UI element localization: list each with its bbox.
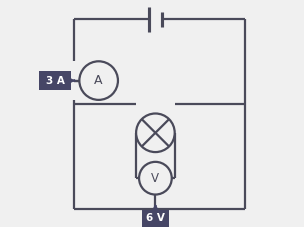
FancyBboxPatch shape: [39, 71, 71, 90]
Text: V: V: [151, 172, 159, 185]
Text: 6 V: 6 V: [146, 213, 165, 224]
Circle shape: [79, 61, 118, 100]
Text: 3 A: 3 A: [46, 76, 64, 86]
Circle shape: [136, 114, 175, 152]
Circle shape: [139, 162, 172, 195]
FancyBboxPatch shape: [142, 210, 169, 227]
Text: A: A: [95, 74, 103, 87]
